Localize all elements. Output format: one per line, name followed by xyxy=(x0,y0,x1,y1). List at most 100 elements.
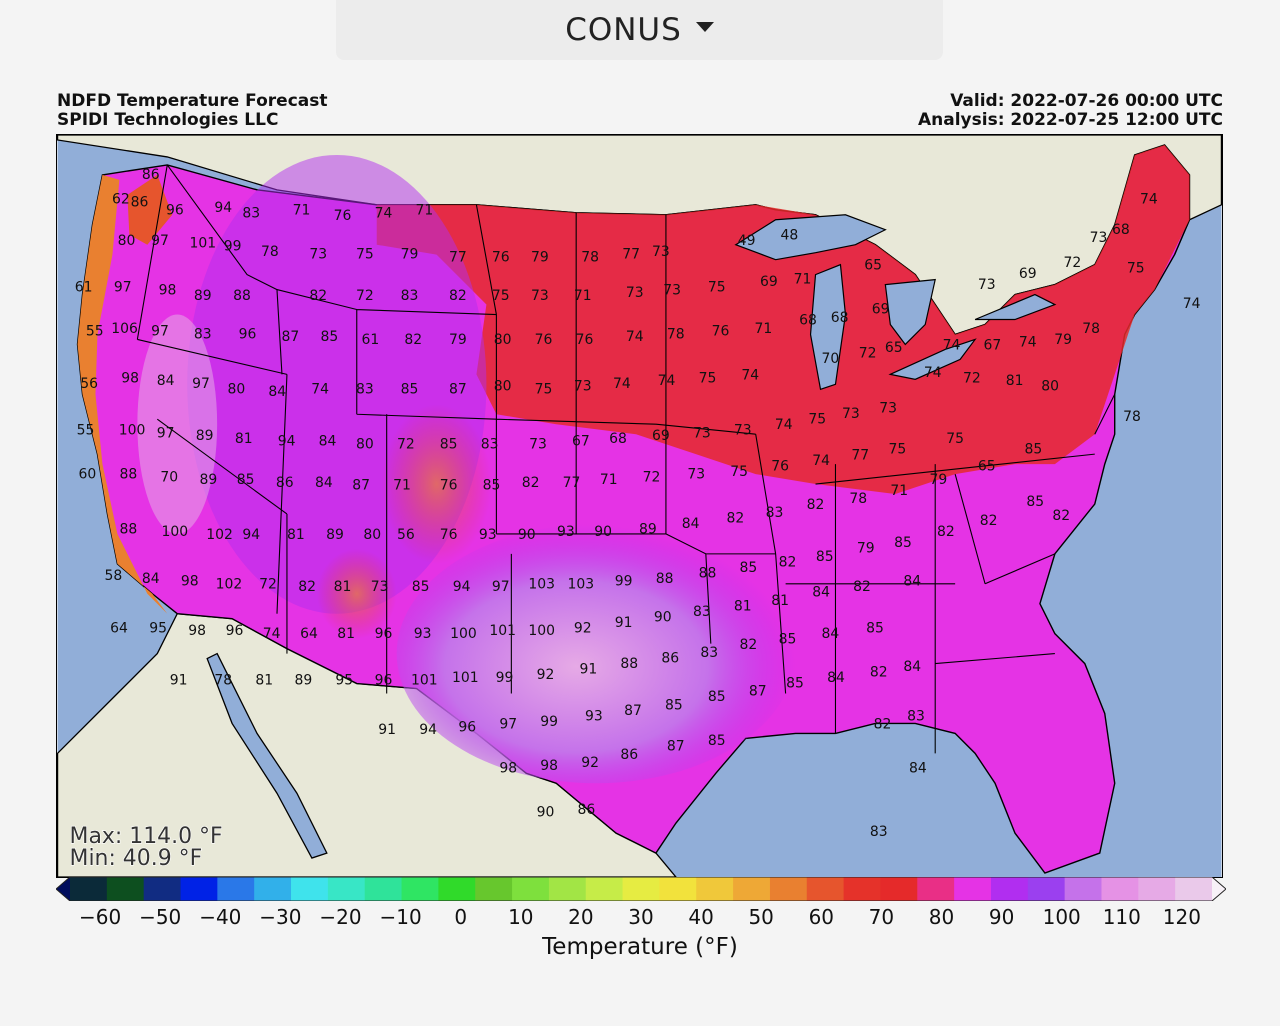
station-value-88: 75 xyxy=(535,381,553,397)
colorbar-tick-3: −30 xyxy=(259,905,302,929)
colorbar-tick-16: 100 xyxy=(1042,905,1081,929)
colorbar-segment-9 xyxy=(364,877,403,901)
station-value-58: 85 xyxy=(321,329,339,345)
station-value-101: 55 xyxy=(77,423,95,439)
station-value-205: 92 xyxy=(574,620,592,636)
station-value-238: 87 xyxy=(624,703,642,719)
station-value-81: 80 xyxy=(228,381,246,397)
station-value-110: 85 xyxy=(440,436,458,452)
station-value-89: 73 xyxy=(574,379,592,395)
station-value-257: 83 xyxy=(870,824,888,840)
colorbar-segment-10 xyxy=(401,877,439,901)
station-value-150: 81 xyxy=(287,527,305,543)
station-value-242: 85 xyxy=(786,675,804,691)
station-value-115: 69 xyxy=(652,428,670,444)
station-value-145: 85 xyxy=(1024,442,1042,458)
station-value-38: 73 xyxy=(626,285,644,301)
colorbar-tick-11: 50 xyxy=(748,905,774,929)
station-value-32: 72 xyxy=(356,288,374,304)
station-value-129: 84 xyxy=(315,475,333,491)
station-value-124: 88 xyxy=(119,466,137,482)
station-value-87: 80 xyxy=(494,379,512,395)
station-value-1: 62 xyxy=(112,192,130,208)
station-value-20: 79 xyxy=(531,249,549,265)
station-value-4: 94 xyxy=(214,200,232,216)
station-value-216: 81 xyxy=(255,673,273,689)
station-value-206: 91 xyxy=(615,615,633,631)
station-value-197: 74 xyxy=(263,626,281,642)
colorbar-tick-13: 70 xyxy=(868,905,895,929)
station-value-199: 81 xyxy=(337,626,355,642)
station-value-126: 89 xyxy=(199,472,217,488)
station-value-18: 77 xyxy=(449,249,467,265)
region-select-dropdown[interactable]: CONUS xyxy=(336,0,943,60)
station-value-149: 94 xyxy=(242,527,260,543)
station-value-204: 100 xyxy=(528,623,555,639)
station-value-116: 73 xyxy=(693,425,711,441)
station-value-125: 70 xyxy=(160,469,178,485)
station-value-62: 80 xyxy=(494,332,512,348)
station-value-172: 98 xyxy=(181,574,199,590)
colorbar-segment-16 xyxy=(622,877,661,901)
station-value-196: 96 xyxy=(226,623,244,639)
station-value-213: 84 xyxy=(903,574,921,590)
station-value-2: 86 xyxy=(131,194,149,210)
colorbar-segment-20 xyxy=(769,877,808,901)
station-value-233: 94 xyxy=(419,722,437,738)
caret-down-icon xyxy=(695,22,714,32)
station-value-77: 56 xyxy=(80,376,98,392)
station-value-67: 76 xyxy=(712,324,730,340)
station-value-25: 48 xyxy=(781,227,799,243)
colorbar-segment-27 xyxy=(1027,877,1066,901)
stats-box: Max: 114.0 °F Min: 40.9 °F xyxy=(69,823,223,871)
station-value-19: 76 xyxy=(492,249,510,265)
station-value-235: 97 xyxy=(499,717,517,733)
station-value-96: 65 xyxy=(885,340,903,356)
colorbar-segment-28 xyxy=(1064,877,1103,901)
station-value-99: 81 xyxy=(1006,373,1024,389)
map-title: NDFD Temperature Forecast xyxy=(57,91,328,111)
map-title-block: NDFD Temperature Forecast SPIDI Technolo… xyxy=(57,92,328,130)
station-value-95: 72 xyxy=(859,346,877,362)
station-value-202: 100 xyxy=(450,626,477,642)
colorbar-segment-5 xyxy=(217,877,255,901)
station-value-132: 76 xyxy=(440,478,458,494)
station-value-228: 82 xyxy=(740,637,758,653)
pacific-northwest-cool xyxy=(127,174,173,245)
colorbar-tick-0: −60 xyxy=(78,905,122,929)
station-value-170: 58 xyxy=(105,568,123,584)
station-value-84: 83 xyxy=(356,381,374,397)
station-value-10: 80 xyxy=(118,233,136,249)
station-value-179: 94 xyxy=(453,579,471,595)
station-value-92: 75 xyxy=(699,370,717,386)
station-value-141: 74 xyxy=(812,453,830,469)
colorbar-segment-22 xyxy=(843,877,882,901)
colorbar-ticks: −60 −50 −40 −30 −20 −10 0 10 20 30 40 50 60 70 80 90 100… xyxy=(0,905,1280,935)
station-value-107: 84 xyxy=(319,434,337,450)
station-value-143: 75 xyxy=(889,442,907,458)
station-value-221: 101 xyxy=(452,670,479,686)
station-value-71: 69 xyxy=(872,302,890,318)
station-value-133: 85 xyxy=(483,478,501,494)
colorbar xyxy=(56,877,1226,901)
station-value-56: 96 xyxy=(239,326,257,342)
station-value-36: 73 xyxy=(531,288,549,304)
colorbar-segment-23 xyxy=(880,877,918,901)
station-value-52: 55 xyxy=(86,324,104,340)
west-coast-cool-band xyxy=(77,174,168,614)
colorbar-segment-30 xyxy=(1138,877,1176,901)
colorbar-segment-0 xyxy=(56,877,70,901)
colorbar-tick-8: 20 xyxy=(568,905,594,929)
state-borders xyxy=(136,164,1116,754)
colorbar-segment-19 xyxy=(733,877,771,901)
station-value-237: 93 xyxy=(585,708,603,724)
station-value-94: 70 xyxy=(822,351,840,367)
station-value-37: 71 xyxy=(574,288,592,304)
station-value-167: 65 xyxy=(978,458,996,474)
station-value-82: 84 xyxy=(268,384,286,400)
station-value-28: 98 xyxy=(159,282,177,298)
station-value-180: 97 xyxy=(492,579,510,595)
great-lakes xyxy=(734,214,1057,391)
station-value-30: 88 xyxy=(233,288,251,304)
